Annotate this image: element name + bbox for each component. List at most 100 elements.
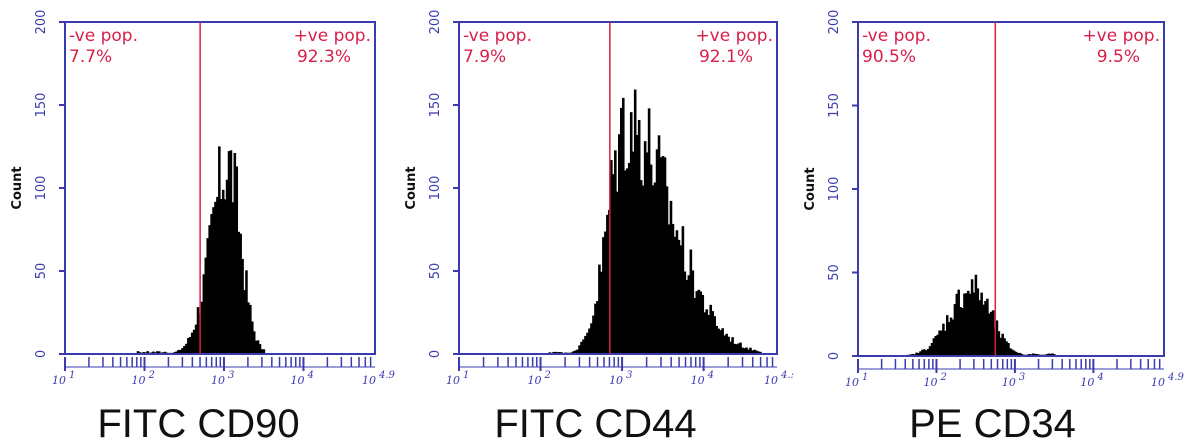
histogram-panel-2: 0 50 100 150 200 Count 10 1 10 2 10 3 10 4 10 4.: -ve po… [397, 0, 794, 448]
histogram-bar [997, 331, 1001, 356]
histogram-bar [210, 214, 213, 354]
histogram-bar [739, 342, 742, 354]
positive-population-percent: 9.5% [1097, 47, 1140, 67]
y-tick-label: 100 [827, 177, 842, 202]
histogram-bar [1020, 353, 1024, 356]
x-tick-exponent: 4.9 [1167, 372, 1185, 383]
x-tick-exponent: 3 [1019, 372, 1025, 383]
histogram-bar [580, 341, 583, 354]
histogram-bar [681, 226, 685, 354]
histogram-bar [657, 135, 661, 354]
histogram-bar [947, 322, 951, 356]
y-axis-label: Count [803, 167, 818, 210]
histogram-bar [208, 225, 211, 354]
x-tick-label: 10 [446, 374, 460, 387]
histogram-bar [727, 336, 730, 354]
histogram-bar [717, 328, 720, 354]
panel-caption-1: FITC CD90 [97, 402, 300, 446]
histogram-bar [685, 279, 689, 354]
histogram-bar [1018, 352, 1022, 356]
x-tick-label: 10 [52, 374, 66, 387]
y-tick-label: 150 [827, 93, 842, 118]
histogram-bar [227, 151, 231, 354]
histogram-bar [200, 301, 204, 354]
histogram-bar [625, 168, 629, 354]
histogram-bar [590, 323, 593, 354]
histogram-bar [158, 351, 161, 354]
histogram-bar [262, 349, 266, 354]
histogram-bar [991, 310, 995, 356]
y-tick-label: 0 [428, 350, 443, 358]
positive-population-label: +ve pop. [695, 26, 773, 46]
histogram-bar [612, 174, 615, 354]
histogram-bar [187, 337, 190, 354]
histogram-bar [582, 339, 585, 354]
histogram-bar [687, 275, 691, 354]
histogram-bar [753, 349, 756, 354]
x-tick-exponent: 4 [707, 370, 714, 381]
histogram-bar [1012, 350, 1016, 356]
y-tick-label: 0 [827, 352, 842, 360]
histogram-bar [677, 239, 681, 354]
histogram-bar [934, 336, 938, 356]
x-tick-exponent: 4.: [780, 370, 794, 381]
histogram-bar [183, 345, 186, 354]
histogram-bar [600, 271, 603, 354]
histogram-bar [146, 351, 149, 354]
histogram-bar [705, 309, 709, 354]
histogram-bar [602, 237, 605, 354]
histogram-bar [206, 238, 209, 354]
histogram-bar [663, 157, 667, 354]
histogram-bar [751, 350, 754, 354]
histogram-bar [235, 166, 239, 354]
y-axis-label: Count [10, 166, 25, 209]
positive-population-percent: 92.1% [699, 47, 753, 67]
histogram-bar [955, 293, 959, 356]
histogram-bar [614, 150, 617, 354]
histogram-bar [699, 291, 703, 354]
histogram-bar [649, 164, 653, 354]
histogram-bar [659, 157, 663, 354]
histogram-bar [703, 312, 707, 354]
histogram-bar [1033, 353, 1037, 356]
histogram-bar [709, 304, 713, 354]
histogram-bar [633, 89, 637, 354]
histogram-bar [136, 351, 140, 354]
histogram-bar [667, 224, 671, 354]
histogram-bar [572, 351, 575, 354]
histogram-bar [919, 351, 922, 356]
histogram-bar [959, 307, 962, 356]
histogram-bar [586, 332, 589, 354]
histogram-bar [218, 146, 221, 354]
histogram-bar [915, 352, 918, 356]
histogram-bar [945, 315, 949, 356]
y-axis-label: Count [404, 166, 419, 209]
histogram-bar [930, 343, 934, 356]
histogram-bar [1003, 338, 1006, 356]
histogram-bar [963, 293, 966, 356]
histogram-bar [951, 319, 955, 356]
histogram-bar [665, 186, 669, 354]
histogram-bar [181, 348, 184, 354]
histogram-bar [679, 245, 683, 354]
histogram-bar [942, 323, 945, 356]
histogram-bar [745, 347, 748, 354]
histogram-bar [759, 351, 762, 354]
histogram-bar [713, 316, 716, 354]
histogram-bar [588, 328, 591, 354]
histogram-bar [928, 346, 932, 356]
histogram-bar [256, 340, 260, 354]
y-tick-label: 200 [428, 10, 443, 35]
histogram-bar [616, 191, 619, 354]
histogram-panel-3: 0 50 100 150 200 Count 10 1 10 2 10 3 10 4 10 4.9 -ve po… [794, 0, 1190, 448]
histogram-bar [976, 288, 980, 356]
histogram-bar [177, 349, 180, 354]
histogram-bar [1011, 349, 1014, 356]
x-tick-exponent: 3 [626, 370, 632, 381]
x-tick-exponent: 2 [147, 370, 154, 381]
histogram-bar [196, 307, 200, 354]
histogram-bar [980, 292, 983, 356]
histogram-bar [189, 336, 192, 354]
